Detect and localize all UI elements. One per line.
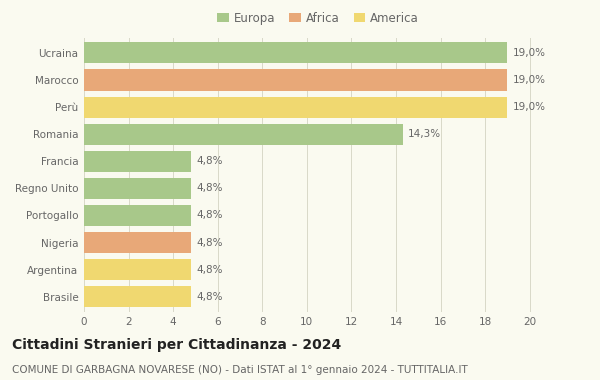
Bar — [84, 205, 191, 226]
Text: COMUNE DI GARBAGNA NOVARESE (NO) - Dati ISTAT al 1° gennaio 2024 - TUTTITALIA.IT: COMUNE DI GARBAGNA NOVARESE (NO) - Dati … — [12, 365, 468, 375]
Text: 4,8%: 4,8% — [197, 156, 223, 166]
Bar — [84, 259, 191, 280]
Text: 14,3%: 14,3% — [408, 129, 442, 139]
Text: 19,0%: 19,0% — [513, 48, 546, 58]
Text: 4,8%: 4,8% — [197, 211, 223, 220]
Text: 4,8%: 4,8% — [197, 292, 223, 302]
Bar — [84, 42, 508, 63]
Bar — [84, 286, 191, 307]
Bar — [84, 178, 191, 199]
Bar — [84, 97, 508, 118]
Text: 4,8%: 4,8% — [197, 264, 223, 275]
Text: 19,0%: 19,0% — [513, 102, 546, 112]
Text: Cittadini Stranieri per Cittadinanza - 2024: Cittadini Stranieri per Cittadinanza - 2… — [12, 338, 341, 352]
Bar — [84, 232, 191, 253]
Text: 4,8%: 4,8% — [197, 238, 223, 247]
Bar — [84, 124, 403, 145]
Bar — [84, 151, 191, 172]
Text: 4,8%: 4,8% — [197, 183, 223, 193]
Bar — [84, 70, 508, 90]
Legend: Europa, Africa, America: Europa, Africa, America — [212, 7, 424, 29]
Text: 19,0%: 19,0% — [513, 75, 546, 85]
